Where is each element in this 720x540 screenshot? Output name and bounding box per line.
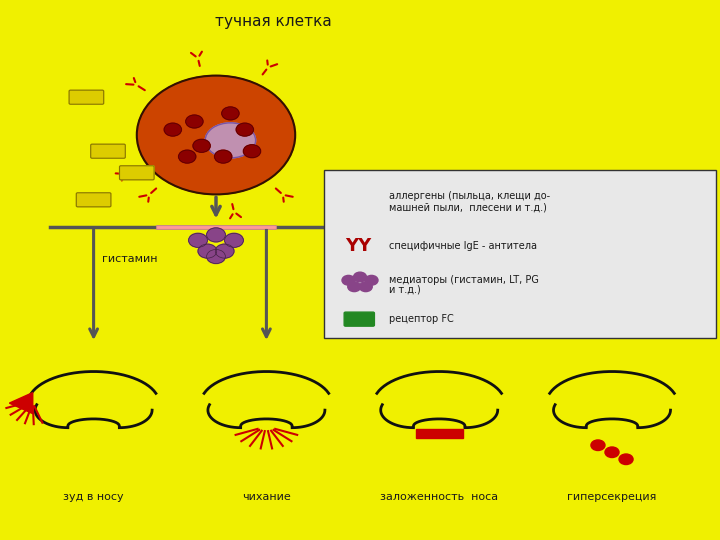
Circle shape: [619, 454, 633, 464]
FancyBboxPatch shape: [76, 193, 111, 207]
Text: тучная клетка: тучная клетка: [215, 14, 332, 29]
Circle shape: [112, 145, 120, 150]
Text: гиперсекреция: гиперсекреция: [567, 492, 657, 502]
Bar: [416, 429, 463, 438]
Circle shape: [365, 275, 378, 285]
Text: гистамин: гистамин: [447, 254, 503, 264]
Circle shape: [189, 233, 207, 247]
FancyBboxPatch shape: [91, 144, 125, 158]
Circle shape: [164, 123, 181, 136]
Text: LTD-4
PGD-2: LTD-4 PGD-2: [480, 286, 514, 308]
FancyBboxPatch shape: [69, 90, 104, 104]
FancyBboxPatch shape: [120, 166, 154, 180]
Circle shape: [98, 194, 105, 199]
Text: заложенность  носа: заложенность носа: [380, 492, 498, 502]
Text: и т.д.): и т.д.): [389, 285, 420, 295]
Circle shape: [359, 282, 372, 292]
Circle shape: [222, 107, 239, 120]
Circle shape: [605, 447, 619, 457]
Circle shape: [348, 282, 361, 292]
Text: медиаторы (гистамин, LT, PG: медиаторы (гистамин, LT, PG: [389, 275, 539, 285]
Circle shape: [364, 194, 372, 199]
Circle shape: [193, 139, 210, 152]
Circle shape: [215, 150, 232, 163]
Circle shape: [179, 150, 196, 163]
Circle shape: [342, 275, 355, 285]
Circle shape: [91, 91, 98, 96]
FancyBboxPatch shape: [324, 170, 716, 338]
Circle shape: [198, 244, 217, 258]
Circle shape: [215, 244, 234, 258]
Circle shape: [82, 194, 89, 199]
Text: специфичные IgE - антитела: специфичные IgE - антитела: [389, 241, 537, 251]
Circle shape: [243, 145, 261, 158]
Circle shape: [348, 194, 356, 199]
Circle shape: [141, 167, 148, 172]
Circle shape: [137, 76, 295, 194]
Circle shape: [96, 145, 104, 150]
Circle shape: [225, 233, 243, 247]
Circle shape: [207, 249, 225, 264]
Text: рецептор FC: рецептор FC: [389, 314, 454, 323]
Circle shape: [125, 167, 132, 172]
FancyBboxPatch shape: [344, 312, 374, 326]
Circle shape: [236, 123, 253, 136]
Circle shape: [83, 91, 90, 96]
Ellipse shape: [205, 123, 256, 158]
Circle shape: [90, 194, 97, 199]
Text: машней пыли,  плесени и т.д.): машней пыли, плесени и т.д.): [389, 203, 550, 213]
Circle shape: [133, 167, 140, 172]
Circle shape: [591, 440, 605, 450]
FancyBboxPatch shape: [343, 193, 377, 207]
Circle shape: [354, 272, 366, 282]
Polygon shape: [9, 393, 33, 414]
Text: YY: YY: [346, 237, 372, 255]
Text: аллергены (пыльца, клещи до-: аллергены (пыльца, клещи до-: [389, 191, 550, 201]
Circle shape: [207, 228, 225, 242]
Circle shape: [186, 115, 203, 128]
Text: зуд в носу: зуд в носу: [63, 492, 124, 502]
Text: гистамин: гистамин: [102, 254, 158, 264]
Text: чихание: чихание: [242, 492, 291, 502]
Circle shape: [104, 145, 112, 150]
Circle shape: [356, 194, 364, 199]
Circle shape: [75, 91, 82, 96]
